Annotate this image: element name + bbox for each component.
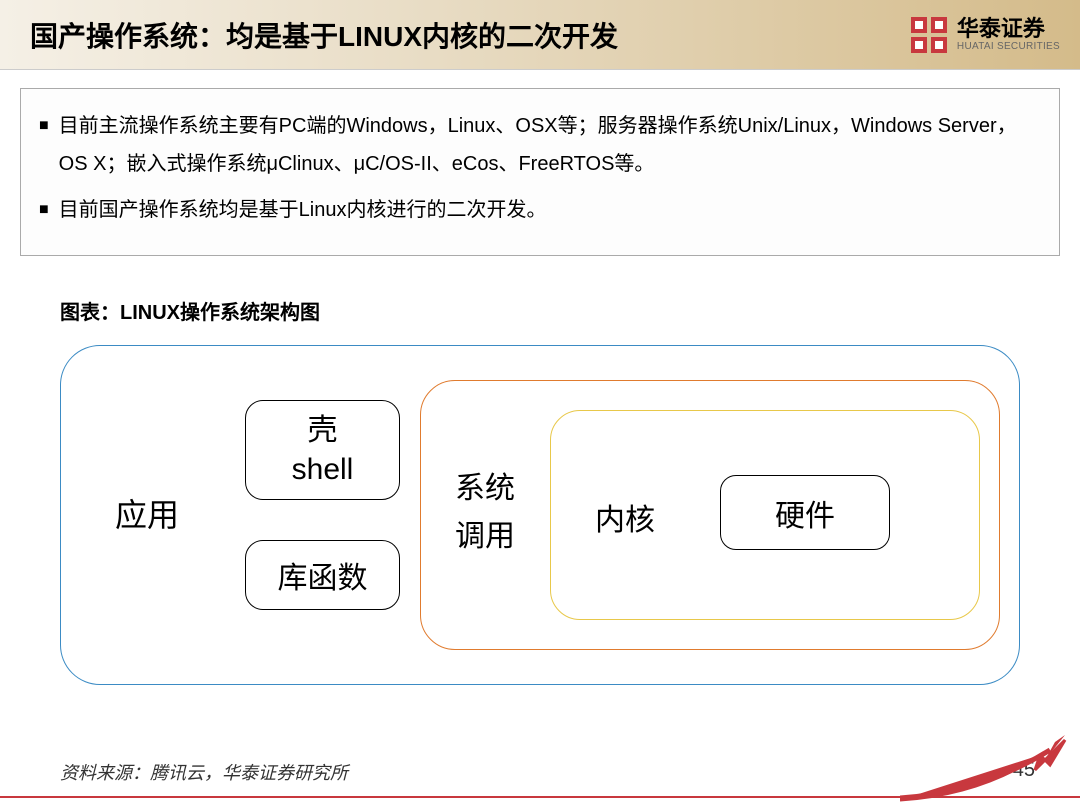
shell-box: 壳 shell (245, 400, 400, 500)
bullet-text: 目前主流操作系统主要有PC端的Windows，Linux、OSX等；服务器操作系… (59, 107, 1041, 183)
bullet-marker-icon: ■ (39, 195, 49, 225)
logo-name-cn: 华泰证券 (957, 17, 1060, 41)
source-citation: 资料来源：腾讯云，华泰证券研究所 (60, 759, 348, 785)
bullet-item: ■ 目前国产操作系统均是基于Linux内核进行的二次开发。 (39, 191, 1041, 229)
shell-label-en: shell (292, 450, 354, 489)
lib-box: 库函数 (245, 540, 400, 610)
logo-name-en: HUATAI SECURITIES (957, 41, 1060, 52)
bullet-item: ■ 目前主流操作系统主要有PC端的Windows，Linux、OSX等；服务器操… (39, 107, 1041, 183)
architecture-diagram: 应用 壳 shell 库函数 系统调用 内核 硬件 (60, 345, 1020, 685)
kernel-label: 内核 (595, 495, 655, 539)
chart-title: 图表：LINUX操作系统架构图 (60, 296, 1080, 325)
slide-footer: 资料来源：腾讯云，华泰证券研究所 45 (0, 760, 1080, 810)
app-label: 应用 (115, 490, 179, 536)
syscall-label: 系统调用 (445, 465, 525, 561)
company-logo: 华泰证券 HUATAI SECURITIES (909, 15, 1060, 55)
logo-icon (909, 15, 949, 55)
bullet-box: ■ 目前主流操作系统主要有PC端的Windows，Linux、OSX等；服务器操… (20, 88, 1060, 256)
bullet-marker-icon: ■ (39, 111, 49, 141)
logo-text: 华泰证券 HUATAI SECURITIES (957, 17, 1060, 52)
hardware-box: 硬件 (720, 475, 890, 550)
arrow-icon (900, 730, 1080, 810)
bullet-text: 目前国产操作系统均是基于Linux内核进行的二次开发。 (59, 191, 547, 229)
shell-label-cn: 壳 (308, 411, 338, 450)
slide-title: 国产操作系统：均是基于LINUX内核的二次开发 (30, 15, 618, 55)
slide-header: 国产操作系统：均是基于LINUX内核的二次开发 华泰证券 HUATAI SECU… (0, 0, 1080, 70)
